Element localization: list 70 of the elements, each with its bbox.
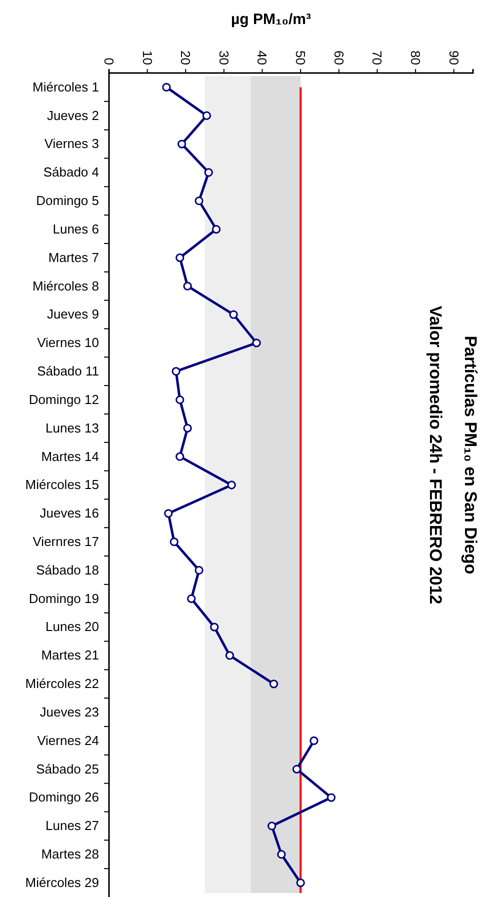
y-tick-label: Viernres 17 — [32, 534, 99, 549]
y-tick-label: Sábado 11 — [37, 364, 99, 379]
y-tick-label: Domingo 12 — [28, 392, 99, 407]
x-tick-label: 10 — [140, 50, 155, 65]
point — [296, 878, 305, 888]
y-tick-label: Viernes 10 — [37, 335, 99, 350]
y-tick-label: Jueves 16 — [40, 506, 99, 521]
point — [269, 680, 278, 688]
point — [187, 594, 196, 603]
y-tick-label: Lunes 6 — [52, 221, 99, 236]
y-tick-label: Jueves 2 — [46, 108, 99, 123]
y-tick-label: Jueves 23 — [40, 704, 99, 720]
point — [176, 395, 184, 404]
point — [194, 196, 204, 206]
y-tick-label: Domingo 5 — [36, 193, 99, 208]
y-tick-label: Martes 21 — [41, 648, 99, 663]
x-tick-label: 90 — [446, 50, 462, 65]
point — [183, 424, 192, 432]
x-tick-label: 30 — [216, 50, 232, 65]
y-tick-label: Lunes 13 — [46, 420, 99, 436]
point — [310, 736, 318, 746]
point — [204, 168, 213, 177]
point — [212, 224, 221, 234]
x-tick-label: 0 — [101, 58, 116, 65]
y-tick-label: Lunes 27 — [46, 818, 99, 834]
y-tick-label: Martes 28 — [41, 846, 99, 862]
x-tick-label: 70 — [370, 50, 385, 65]
y-tick-label: Miércoles 15 — [25, 477, 99, 492]
point — [170, 538, 178, 546]
point — [194, 566, 204, 575]
x-tick-label: 60 — [331, 50, 346, 65]
x-tick-label: 50 — [293, 50, 308, 65]
point — [183, 282, 192, 290]
y-tick-label: Sábado 25 — [36, 761, 99, 776]
point — [227, 480, 236, 490]
x-tick-label: 20 — [178, 50, 194, 65]
y-tick-label: Domingo 19 — [28, 590, 99, 606]
y-tick-label: Viernes 24 — [37, 732, 99, 748]
point — [326, 793, 336, 802]
point — [292, 764, 302, 774]
text: Valor promedio 24h - FEBRERO 2012 — [426, 306, 445, 604]
y-tick-label: Miércoles 1 — [32, 79, 99, 94]
x-tick-label: 80 — [408, 50, 423, 65]
y-tick-label: Martes 14 — [41, 448, 99, 464]
point — [252, 338, 261, 348]
point — [202, 111, 212, 120]
point — [277, 850, 286, 859]
point — [176, 253, 184, 262]
y-tick-label: Sábado 18 — [36, 562, 99, 578]
point — [225, 651, 234, 660]
y-tick-label: Jueves 9 — [46, 306, 99, 322]
point — [268, 822, 276, 830]
text: Partículas PM₁₀ en San Diego — [461, 336, 480, 574]
y-tick-label: Domingo 26 — [28, 790, 99, 805]
x-tick-label: 40 — [254, 50, 270, 65]
point — [172, 367, 180, 376]
x-axis-title: µg PM₁₀/m³ — [231, 11, 311, 28]
y-tick-label: Viernes 3 — [44, 136, 99, 152]
point — [177, 140, 186, 148]
y-tick-label: Sábado 4 — [43, 164, 99, 180]
y-tick-label: Miércoles 8 — [32, 278, 99, 294]
point — [210, 622, 219, 632]
point — [164, 509, 173, 518]
point — [176, 452, 184, 461]
point — [229, 310, 238, 319]
y-tick-label: Martes 7 — [48, 250, 99, 265]
y-tick-label: Miércoles 29 — [25, 874, 99, 890]
y-tick-label: Miércoles 22 — [25, 676, 99, 692]
y-tick-label: Lunes 20 — [46, 619, 99, 634]
point — [162, 82, 171, 92]
